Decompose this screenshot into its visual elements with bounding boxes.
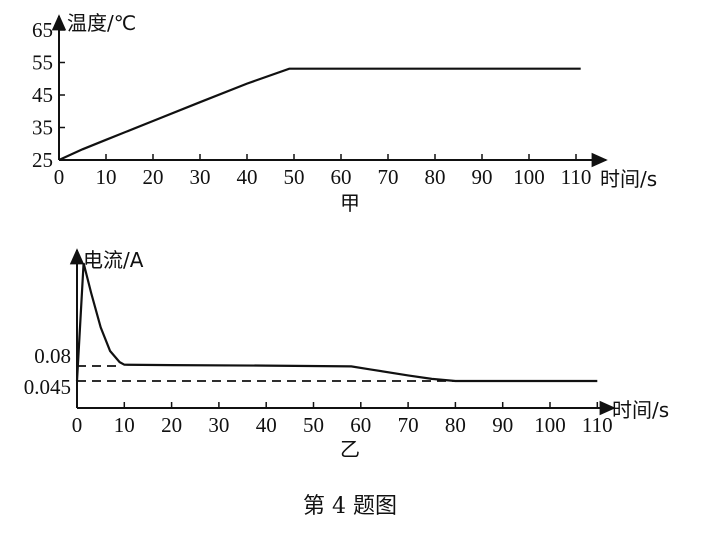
x-tick-label: 10: [96, 165, 117, 189]
reference-lines: [77, 365, 456, 382]
x-axis-label: 时间/s: [612, 398, 669, 422]
x-tick-label: 60: [350, 413, 371, 437]
x-tick-label: 40: [256, 413, 277, 437]
x-tick-label: 70: [378, 165, 399, 189]
x-tick-label: 80: [425, 165, 446, 189]
x-tick-label: 60: [331, 165, 352, 189]
x-tick-label: 70: [398, 413, 419, 437]
tick-group: 0 10 20 30 40 50 60 70 80 90 100 110 25 35 45 55 65: [32, 18, 591, 189]
x-tick-label: 20: [161, 413, 182, 437]
x-tick-label: 0: [54, 165, 65, 189]
series-line-current: [75, 262, 598, 383]
x-tick-label: 50: [284, 165, 305, 189]
x-tick-label: 80: [445, 413, 466, 437]
series-line-temperature: [58, 67, 581, 162]
y-tick-label: 45: [32, 83, 53, 107]
figure-caption: 第 4 题图: [303, 494, 397, 519]
y-tick-label: 65: [32, 18, 53, 42]
y-tick-label: 0.045: [24, 375, 71, 399]
x-tick-label: 10: [114, 413, 135, 437]
y-tick-label: 0.08: [34, 344, 71, 368]
y-tick-label: 25: [32, 148, 53, 172]
y-tick-label: 55: [32, 51, 53, 75]
tick-group: 0 10 20 30 40 50 60 70 80 90 100 110 0.08 0.045: [24, 344, 613, 437]
x-tick-label: 40: [237, 165, 258, 189]
x-tick-label: 110: [582, 413, 613, 437]
x-tick-label: 110: [561, 165, 592, 189]
x-tick-label: 30: [208, 413, 229, 437]
chart-temperature: 温度/℃ 时间/s 0 10 20 30 40 50 60 70 80 90 100 110 25 35 4…: [32, 11, 657, 215]
y-axis-label: 温度/℃: [67, 11, 136, 35]
x-tick-label: 90: [472, 165, 493, 189]
x-axis-label: 时间/s: [600, 167, 657, 191]
x-tick-label: 100: [534, 413, 566, 437]
panel-label-jia: 甲: [340, 191, 360, 215]
x-tick-label: 90: [492, 413, 513, 437]
y-tick-label: 35: [32, 116, 53, 140]
chart-current: 电流/A 时间/s 0 10 20 30 40 50 60 70 80 90 100 1100.080…: [24, 248, 669, 461]
panel-label-yi: 乙: [340, 437, 360, 461]
x-tick-label: 30: [190, 165, 211, 189]
x-tick-label: 100: [513, 165, 545, 189]
y-axis-label: 电流/A: [83, 248, 144, 272]
x-tick-label: 50: [303, 413, 324, 437]
x-tick-label: 20: [143, 165, 164, 189]
x-tick-label: 0: [72, 413, 83, 437]
